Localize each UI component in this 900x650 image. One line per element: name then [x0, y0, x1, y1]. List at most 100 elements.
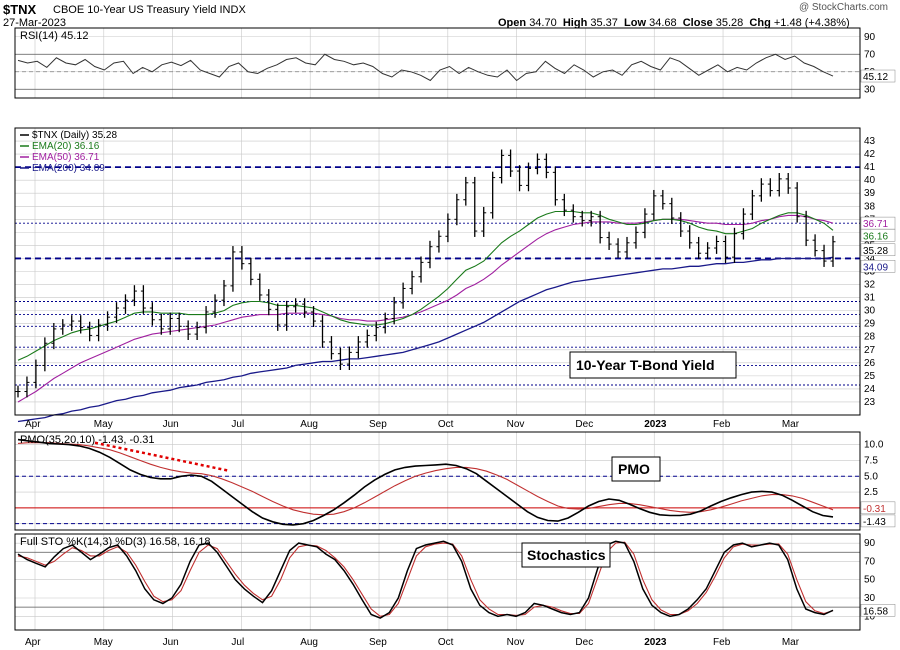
price-x-tick-may: May — [94, 419, 113, 430]
open-value: 34.70 — [529, 17, 557, 29]
sto-x-tick-dec: Dec — [575, 637, 593, 648]
sto-x-tick-oct: Oct — [438, 637, 454, 648]
ema20-value-label: 36.16 — [863, 231, 888, 242]
sto-k-value: 16.58 — [863, 606, 888, 617]
sto-y-tick: 30 — [864, 593, 876, 604]
price-legend-item: EMA(50) 36.71 — [32, 152, 100, 163]
sto-x-tick-sep: Sep — [369, 637, 387, 648]
rsi-y-tick: 90 — [864, 32, 876, 43]
sto-d-line — [17, 541, 834, 617]
price-y-tick: 38 — [864, 201, 876, 212]
price-annotation-box — [569, 351, 737, 379]
pmo-signal-value-bg — [860, 501, 896, 515]
rsi-last-value: 45.12 — [863, 72, 888, 83]
pmo-value-bg — [860, 514, 896, 528]
rsi-y-tick: 70 — [864, 49, 876, 60]
price-y-tick: 26 — [864, 358, 876, 369]
price-x-tick-jul: Jul — [231, 419, 244, 430]
close-value-label-bg — [860, 243, 896, 257]
pmo-panel-frame — [14, 431, 861, 531]
price-x-tick-dec: Dec — [575, 419, 593, 430]
sto-x-tick-feb: Feb — [713, 637, 731, 648]
price-annotation: 10-Year T-Bond Yield — [576, 357, 715, 373]
pmo-annotation: PMO — [618, 461, 650, 477]
price-legend-item: $TNX (Daily) 35.28 — [32, 130, 117, 141]
pmo-line — [17, 438, 834, 526]
rsi-last-value-bg — [860, 69, 896, 83]
price-y-tick: 43 — [864, 136, 876, 147]
price-y-tick: 27 — [864, 345, 876, 356]
pmo-y-tick: 7.5 — [864, 455, 878, 466]
sto-k-value-bg — [860, 604, 896, 617]
price-y-tick: 24 — [864, 384, 876, 395]
price-x-tick-feb: Feb — [713, 419, 731, 430]
symbol-name: CBOE 10-Year US Treasury Yield INDX — [53, 4, 246, 16]
sto-x-tick-jul: Jul — [231, 637, 244, 648]
sto-y-tick: 10 — [864, 611, 876, 622]
sto-x-tick-2023: 2023 — [644, 637, 667, 648]
ema200-value-label: 34.09 — [863, 262, 888, 273]
price-legend-item: EMA(20) 36.16 — [32, 141, 100, 152]
pmo-y-tick: 2.5 — [864, 487, 878, 498]
sto-legend: Full STO %K(14,3) %D(3) 16.58, 16.18 — [20, 536, 211, 548]
rsi-series-line — [17, 53, 834, 82]
price-y-tick: 39 — [864, 188, 876, 199]
price-panel-frame — [14, 127, 861, 416]
low-value: 34.68 — [649, 17, 677, 29]
price-y-tick: 34 — [864, 253, 876, 264]
ema50-line — [17, 214, 834, 403]
sto-k-line — [17, 540, 834, 619]
price-y-tick: 29 — [864, 319, 876, 330]
close-value: 35.28 — [715, 17, 744, 29]
price-x-tick-aug: Aug — [300, 419, 318, 430]
pmo-signal-value: -0.31 — [863, 504, 886, 515]
sto-panel-frame — [14, 533, 861, 631]
sto-annotation-box — [521, 542, 611, 568]
sto-x-tick-jun: Jun — [163, 637, 179, 648]
sto-annotation: Stochastics — [527, 547, 606, 563]
rsi-legend: RSI(14) 45.12 — [20, 30, 88, 42]
price-y-tick: 23 — [864, 397, 876, 408]
symbol: $TNX — [3, 2, 37, 17]
open-label: Open — [498, 17, 527, 29]
pmo-annotation-box — [611, 456, 661, 482]
price-x-tick-jun: Jun — [163, 419, 179, 430]
ema200-line — [17, 256, 834, 423]
chart-date: 27-Mar-2023 — [3, 17, 66, 29]
ema200-value-label-bg — [860, 260, 896, 273]
change-value: +1.48 (+4.38%) — [773, 17, 850, 29]
high-label: High — [562, 17, 588, 29]
price-x-tick-2023: 2023 — [644, 419, 667, 430]
ema20-line — [17, 210, 834, 361]
pmo-signal-line — [17, 442, 834, 516]
sto-x-tick-aug: Aug — [300, 637, 318, 648]
price-y-tick: 30 — [864, 306, 876, 317]
price-y-tick: 40 — [864, 175, 876, 186]
price-y-tick: 42 — [864, 149, 876, 160]
price-legend-item: EMA(200) 34.09 — [32, 163, 105, 174]
rsi-panel-frame — [14, 27, 861, 99]
price-y-tick: 25 — [864, 371, 876, 382]
change-label: Chg — [749, 17, 771, 29]
high-value: 35.37 — [590, 17, 618, 29]
watermark: @ StockCharts.com — [798, 2, 888, 13]
price-x-tick-oct: Oct — [438, 419, 454, 430]
pmo-value: -1.43 — [863, 517, 886, 528]
price-x-tick-mar: Mar — [782, 419, 800, 430]
ema20-value-label-bg — [860, 229, 896, 242]
price-x-tick-sep: Sep — [369, 419, 387, 430]
pmo-trend-line — [94, 441, 229, 472]
close-label: Close — [682, 17, 713, 29]
ohlc-readout: Open 34.70 High 35.37 Low 34.68 Close 35… — [498, 17, 850, 29]
rsi-y-tick: 30 — [864, 84, 876, 95]
sto-y-tick: 70 — [864, 556, 876, 567]
sto-x-tick-mar: Mar — [782, 637, 800, 648]
pmo-legend: PMO(35,20,10) -1.43, -0.31 — [20, 434, 155, 446]
price-x-tick-nov: Nov — [507, 419, 525, 430]
price-y-tick: 41 — [864, 162, 876, 173]
sto-y-tick: 50 — [864, 575, 876, 586]
price-y-tick: 32 — [864, 280, 876, 291]
close-value-label: 35.28 — [863, 246, 888, 257]
price-y-tick: 28 — [864, 332, 876, 343]
